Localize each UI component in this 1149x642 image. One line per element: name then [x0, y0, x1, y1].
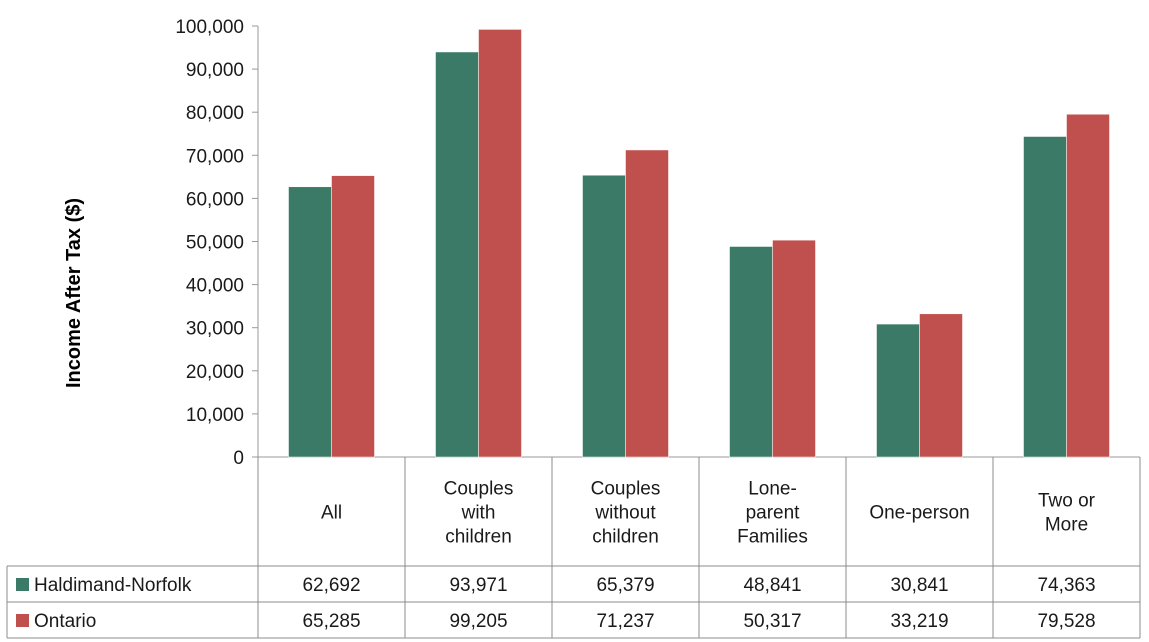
bar-haldimand-norfolk-4	[876, 323, 920, 458]
category-label: Lone-parent Families	[737, 479, 808, 548]
table-cell-ontario: 50,317	[743, 611, 801, 632]
y-tick-label: 100,000	[175, 17, 244, 38]
bar-ontario-5	[1066, 113, 1110, 458]
bar-ontario-1	[478, 29, 522, 458]
table-cell-haldimand-norfolk: 93,971	[449, 575, 507, 596]
y-tick-label: 70,000	[186, 146, 244, 167]
bar-haldimand-norfolk-1	[435, 51, 479, 458]
legend-label-haldimand-norfolk: Haldimand-Norfolk	[34, 575, 192, 596]
table-cell-haldimand-norfolk: 30,841	[890, 575, 948, 596]
y-tick-label: 20,000	[186, 362, 244, 383]
y-tick-label: 40,000	[186, 276, 244, 297]
bar-ontario-4	[919, 313, 963, 458]
y-tick-label: 0	[233, 448, 244, 469]
table-cell-haldimand-norfolk: 65,379	[596, 575, 654, 596]
y-tick-label: 30,000	[186, 319, 244, 340]
table-cell-ontario: 65,285	[302, 611, 360, 632]
table-cell-haldimand-norfolk: 74,363	[1037, 575, 1095, 596]
category-label: All	[321, 503, 342, 524]
table-cell-ontario: 71,237	[596, 611, 654, 632]
legend-key-ontario	[16, 614, 29, 627]
table-cell-ontario: 79,528	[1037, 611, 1095, 632]
bar-haldimand-norfolk-0	[288, 186, 332, 458]
bar-ontario-2	[625, 149, 669, 458]
table-cell-ontario: 33,219	[890, 611, 948, 632]
y-tick-label: 10,000	[186, 405, 244, 426]
category-label: One-person	[869, 503, 969, 524]
category-label: Two or More	[1038, 491, 1096, 536]
table-cell-haldimand-norfolk: 62,692	[302, 575, 360, 596]
bar-ontario-0	[331, 175, 375, 458]
bar-haldimand-norfolk-2	[582, 174, 626, 458]
table-cell-haldimand-norfolk: 48,841	[743, 575, 801, 596]
bar-haldimand-norfolk-3	[729, 246, 773, 458]
category-label: Couples with children	[444, 479, 514, 548]
y-tick-label: 50,000	[186, 233, 244, 254]
y-axis-title: Income After Tax ($)	[63, 198, 85, 388]
bar-ontario-3	[772, 239, 816, 458]
bar-haldimand-norfolk-5	[1023, 136, 1067, 458]
y-tick-label: 90,000	[186, 60, 244, 81]
table-cell-ontario: 99,205	[449, 611, 507, 632]
y-tick-label: 60,000	[186, 189, 244, 210]
legend-label-ontario: Ontario	[34, 611, 96, 632]
category-label: Couples without children	[591, 479, 661, 548]
legend-key-haldimand-norfolk	[16, 578, 29, 591]
y-tick-label: 80,000	[186, 103, 244, 124]
